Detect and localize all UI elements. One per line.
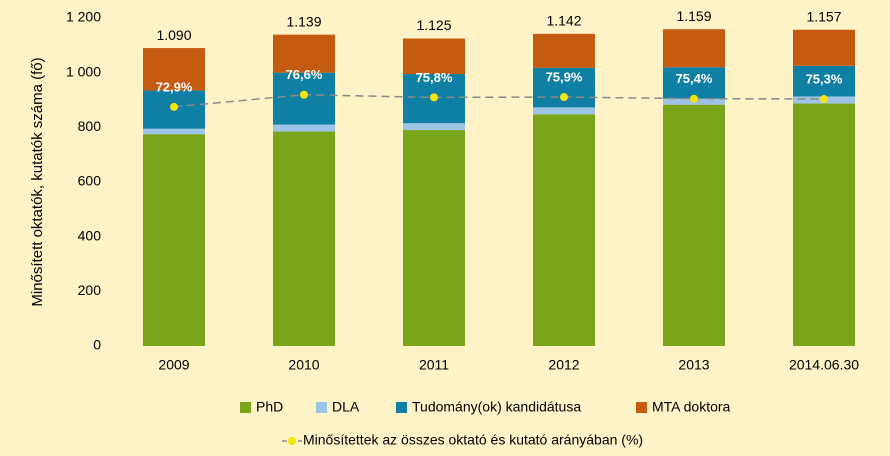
x-tick-label: 2009 <box>158 357 189 373</box>
ratio-label: 75,4% <box>676 71 713 86</box>
bar-segment <box>143 128 205 135</box>
bar-segment <box>273 131 335 346</box>
legend-swatch <box>636 402 647 413</box>
total-label: 1.142 <box>546 13 581 29</box>
ratio-marker <box>170 102 178 111</box>
ratio-marker <box>300 90 308 99</box>
total-label: 1.139 <box>286 13 321 29</box>
bar-segment <box>403 38 465 75</box>
legend-label: MTA doktora <box>652 399 731 415</box>
y-axis-label: Minősített oktatók, kutatók száma (fő) <box>29 57 46 306</box>
x-tick-label: 2011 <box>419 357 449 373</box>
bar-segment <box>793 103 855 346</box>
ratio-marker <box>690 94 698 103</box>
y-tick-label: 800 <box>78 118 102 134</box>
y-tick-label: 400 <box>78 227 102 243</box>
bar-segment <box>533 107 595 115</box>
bar-segment <box>403 130 465 346</box>
ratio-label: 75,3% <box>806 71 843 86</box>
bar-segment <box>663 104 725 346</box>
bar-segment <box>273 124 335 132</box>
total-label: 1.157 <box>806 8 841 24</box>
x-tick-label: 2013 <box>678 357 709 373</box>
bar-segment <box>793 65 855 97</box>
y-tick-label: 0 <box>93 337 101 353</box>
bar-segment <box>793 29 855 66</box>
x-tick-label: 2012 <box>548 357 579 373</box>
y-tick-label: 1 200 <box>66 9 101 25</box>
bar-segment <box>533 33 595 68</box>
bar-segment <box>143 134 205 346</box>
y-tick-label: 200 <box>78 282 102 298</box>
bar-segment <box>273 34 335 73</box>
y-tick-label: 600 <box>78 173 102 189</box>
legend-swatch <box>396 402 407 413</box>
ratio-marker <box>560 93 568 102</box>
ratio-marker <box>430 93 438 102</box>
total-label: 1.090 <box>156 27 191 43</box>
ratio-label: 72,9% <box>156 79 193 94</box>
legend-label: DLA <box>332 399 360 415</box>
ratio-label: 75,9% <box>546 69 583 84</box>
legend-label: Minősítettek az összes oktató és kutató … <box>303 432 643 448</box>
ratio-label: 75,8% <box>416 70 453 85</box>
legend-label: PhD <box>256 399 283 415</box>
bar-segment <box>663 67 725 99</box>
ratio-marker <box>820 95 828 104</box>
legend-label: Tudomány(ok) kandidátusa <box>412 399 581 415</box>
total-label: 1.159 <box>676 8 711 24</box>
ratio-label: 76,6% <box>286 67 323 82</box>
x-tick-label: 2014.06.30 <box>789 357 859 373</box>
bar-segment <box>403 123 465 131</box>
ratio-line <box>173 94 825 108</box>
x-tick-label: 2010 <box>288 357 319 373</box>
y-tick-label: 1 000 <box>66 63 101 79</box>
legend-swatch <box>316 402 327 413</box>
total-label: 1.125 <box>416 17 451 33</box>
bar-segment <box>533 114 595 346</box>
legend-swatch <box>240 402 251 413</box>
bar-segment <box>663 29 725 68</box>
legend-marker <box>288 437 296 445</box>
bar-segment <box>143 48 205 91</box>
